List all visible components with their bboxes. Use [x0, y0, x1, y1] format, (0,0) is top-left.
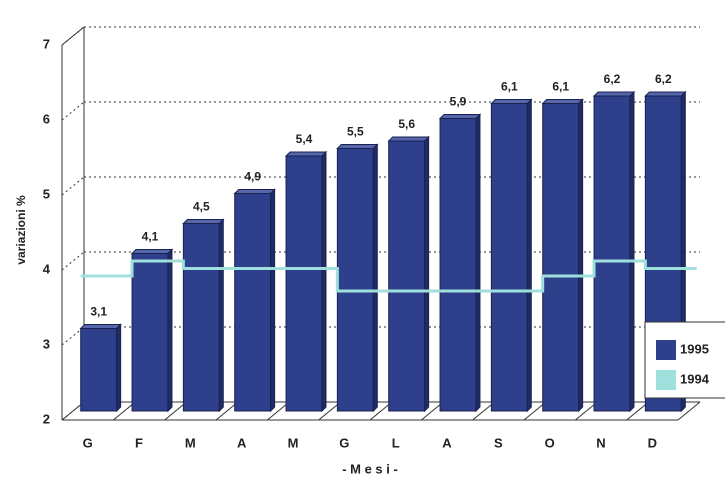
- bar-side: [578, 98, 584, 413]
- bar-top: [592, 91, 636, 97]
- legend-swatch: [656, 370, 676, 390]
- bar-side: [629, 90, 635, 413]
- value-label: 3,1: [90, 305, 107, 319]
- legend: 1995 1994: [644, 321, 725, 399]
- bar: [336, 148, 374, 412]
- bar-top: [284, 151, 328, 157]
- x-tick-label: A: [442, 435, 452, 450]
- bar-top: [644, 91, 687, 97]
- y-tick-label: 6: [43, 111, 50, 126]
- bar-top: [233, 189, 276, 194]
- y-tick-label: 5: [43, 186, 50, 201]
- y-tick-label: 7: [43, 36, 50, 51]
- bar-group: [182, 218, 225, 413]
- legend-swatch: [656, 340, 676, 360]
- bar-top: [130, 249, 174, 254]
- y-tick-label: 4: [43, 261, 51, 276]
- bar: [439, 118, 477, 412]
- y-tick-label: 3: [43, 336, 50, 351]
- step-line: [80, 259, 697, 293]
- x-tick-label: A: [237, 435, 247, 450]
- bar-group: [336, 143, 379, 413]
- bar-side: [526, 98, 532, 413]
- x-tick-label: D: [648, 435, 657, 450]
- bar: [285, 155, 323, 412]
- bar-group: [592, 90, 636, 413]
- y-axis-label: variazioni %: [14, 195, 28, 265]
- grid-line: [61, 251, 85, 271]
- x-tick-label: F: [135, 435, 143, 450]
- value-label: 4,5: [193, 200, 210, 214]
- x-tick-label: M: [185, 435, 196, 450]
- bar: [182, 223, 220, 412]
- x-tick-label: G: [339, 435, 349, 450]
- legend-label: 1995: [680, 341, 709, 356]
- bar-side: [475, 113, 481, 413]
- bar: [542, 103, 580, 412]
- bar-top: [182, 219, 225, 224]
- value-label: 5,9: [450, 95, 467, 109]
- x-tick-label: L: [392, 435, 400, 450]
- bar-top: [336, 144, 379, 149]
- bar: [593, 95, 631, 412]
- value-label: 6,1: [552, 80, 569, 94]
- x-tick-label: N: [596, 435, 605, 450]
- value-label: 5,5: [347, 125, 364, 139]
- bar-side: [372, 143, 378, 413]
- bar-top: [387, 136, 430, 142]
- bar: [80, 328, 118, 412]
- y-tick-label: 2: [43, 411, 50, 426]
- bar-group: [284, 150, 328, 413]
- value-label: 5,4: [296, 132, 313, 146]
- bar-top: [438, 114, 482, 119]
- value-label: 6,2: [655, 72, 672, 86]
- x-tick-label: M: [288, 435, 299, 450]
- bar-group: [130, 248, 174, 413]
- x-tick-label: O: [545, 435, 555, 450]
- bar-group: [387, 135, 430, 413]
- x-tick-label: G: [83, 435, 93, 450]
- floor-line: [677, 401, 701, 421]
- x-tick-label: S: [494, 435, 503, 450]
- bar-group: [79, 323, 122, 413]
- bar-group: [490, 98, 533, 413]
- bar-top: [490, 99, 533, 104]
- grid-line: [61, 176, 85, 196]
- bar: [131, 253, 169, 412]
- value-label: 5,6: [398, 117, 415, 131]
- axis-line: [61, 26, 85, 46]
- value-label: 6,2: [604, 72, 621, 86]
- legend-label: 1994: [680, 371, 710, 386]
- bar-side: [167, 248, 173, 413]
- grid-line: [61, 101, 85, 121]
- value-label: 6,1: [501, 80, 518, 94]
- bar-group: [541, 98, 584, 413]
- value-label: 4,1: [142, 230, 159, 244]
- x-axis-label: - M e s i -: [342, 461, 398, 476]
- bar-group: [233, 188, 276, 413]
- bar-top: [79, 324, 122, 329]
- bar-side: [116, 323, 122, 413]
- bar: [388, 140, 426, 412]
- bar-side: [424, 135, 430, 413]
- bar-side: [270, 188, 276, 413]
- bar: [490, 103, 528, 412]
- bar-side: [321, 150, 327, 413]
- bar-group: [438, 113, 482, 413]
- bar-top: [541, 99, 584, 104]
- bar-side: [218, 218, 224, 413]
- value-label: 4,9: [244, 170, 261, 184]
- bar: [234, 193, 272, 412]
